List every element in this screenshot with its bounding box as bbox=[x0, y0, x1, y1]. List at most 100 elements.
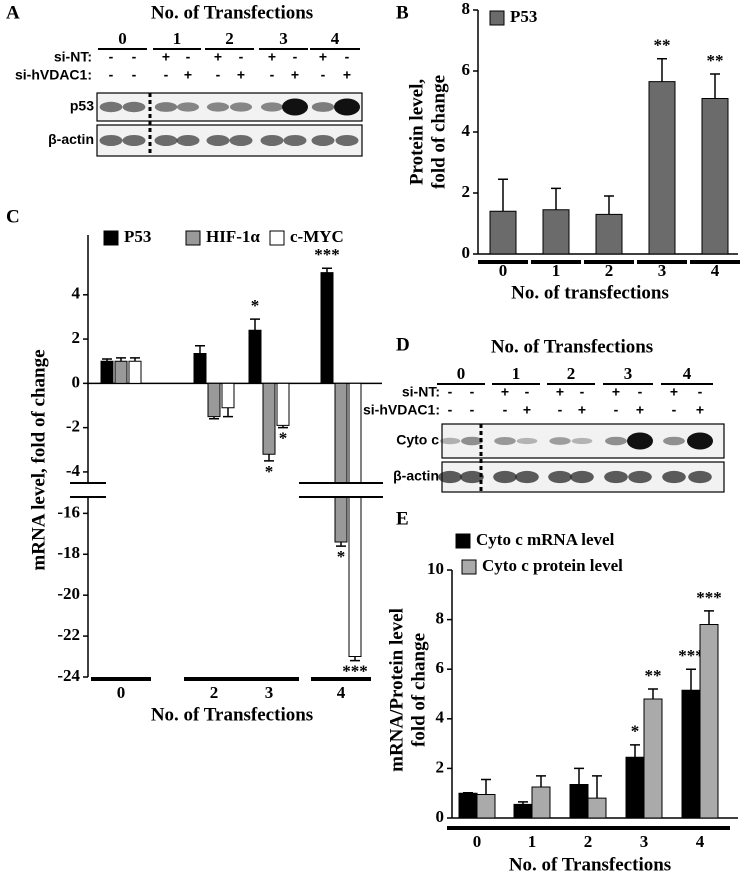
group-label: 3 bbox=[279, 29, 288, 48]
error-bar bbox=[209, 416, 219, 420]
significance: *** bbox=[696, 588, 722, 607]
significance: * bbox=[337, 547, 346, 566]
sign: - bbox=[638, 384, 643, 400]
bar bbox=[348, 382, 362, 658]
legend-label: P53 bbox=[124, 227, 151, 246]
band bbox=[282, 98, 308, 116]
panel-label: D bbox=[396, 334, 410, 355]
sign: + bbox=[237, 67, 245, 83]
sign: + bbox=[578, 402, 586, 418]
error-bar bbox=[116, 357, 126, 362]
significance: * bbox=[631, 722, 640, 741]
category-underline bbox=[311, 677, 371, 681]
error-bar bbox=[102, 358, 112, 362]
x-tick-label: 2 bbox=[605, 261, 614, 280]
x-axis-label: No. of transfections bbox=[511, 282, 669, 303]
category-underline bbox=[184, 677, 244, 681]
sign: - bbox=[470, 402, 475, 418]
bar bbox=[193, 352, 207, 384]
error-bar bbox=[322, 267, 332, 273]
significance: *** bbox=[314, 245, 340, 264]
bar-break bbox=[299, 485, 383, 495]
band bbox=[571, 437, 593, 445]
band bbox=[311, 102, 335, 112]
bar bbox=[681, 689, 701, 819]
blot-title: No. of Transfections bbox=[151, 2, 313, 23]
error-bar bbox=[498, 178, 508, 212]
bar bbox=[643, 698, 663, 819]
sign: - bbox=[558, 402, 563, 418]
band bbox=[99, 135, 123, 146]
row-label: si-hVDAC1: bbox=[363, 402, 440, 418]
sign: + bbox=[501, 384, 509, 400]
error-bar bbox=[551, 187, 561, 210]
sign: - bbox=[109, 49, 114, 65]
x-axis-label: No. of Transfections bbox=[509, 854, 671, 875]
y-tick-label: 0 bbox=[436, 807, 445, 826]
x-axis-label: No. of Transfections bbox=[151, 704, 313, 725]
significance: ** bbox=[654, 36, 671, 55]
sign: + bbox=[612, 384, 620, 400]
band bbox=[515, 470, 539, 484]
sign: - bbox=[321, 67, 326, 83]
x-tick-label: 4 bbox=[696, 832, 705, 851]
y-tick-label: 0 bbox=[72, 372, 81, 391]
bar bbox=[513, 803, 533, 819]
legend-swatch bbox=[455, 533, 471, 549]
bar bbox=[458, 792, 478, 819]
error-bar bbox=[574, 767, 584, 785]
x-tick-label: 0 bbox=[117, 683, 126, 702]
panel-label: A bbox=[6, 2, 20, 23]
blot-strip bbox=[441, 423, 725, 459]
band bbox=[283, 135, 307, 146]
category-underline bbox=[91, 677, 151, 681]
band bbox=[662, 470, 686, 484]
category-underline bbox=[670, 826, 730, 830]
sign: - bbox=[525, 384, 530, 400]
group-label: 1 bbox=[512, 364, 521, 383]
sign: + bbox=[636, 402, 644, 418]
bar bbox=[595, 213, 623, 255]
legend-swatch bbox=[489, 10, 505, 26]
panel-label: B bbox=[396, 2, 409, 23]
error-bar bbox=[710, 73, 720, 99]
legend-swatch bbox=[269, 230, 285, 246]
bar bbox=[207, 382, 221, 418]
band bbox=[334, 98, 360, 116]
y-tick-label: -16 bbox=[57, 502, 80, 521]
legend-swatch bbox=[103, 230, 119, 246]
y-tick-label: 2 bbox=[462, 182, 471, 201]
band bbox=[461, 436, 483, 446]
sign: - bbox=[698, 384, 703, 400]
sign: - bbox=[270, 67, 275, 83]
sign: - bbox=[186, 49, 191, 65]
significance: *** bbox=[342, 662, 368, 681]
error-bar bbox=[223, 407, 233, 418]
sign: - bbox=[580, 384, 585, 400]
sign: + bbox=[214, 49, 222, 65]
band bbox=[154, 135, 178, 146]
y-axis-label: fold of change bbox=[408, 633, 429, 747]
band bbox=[460, 470, 484, 484]
y-axis-label: mRNA level, fold of change bbox=[28, 349, 49, 570]
x-tick-label: 4 bbox=[711, 261, 720, 280]
category-underline bbox=[614, 826, 674, 830]
error-bar bbox=[536, 775, 546, 787]
sign: - bbox=[614, 402, 619, 418]
bar bbox=[476, 793, 496, 819]
category-underline bbox=[637, 260, 687, 264]
y-tick-label: 8 bbox=[462, 0, 471, 18]
row-label: si-NT: bbox=[54, 49, 92, 65]
bar bbox=[531, 786, 551, 819]
sign: + bbox=[268, 49, 276, 65]
band bbox=[663, 436, 685, 446]
category-underline bbox=[239, 677, 299, 681]
band bbox=[627, 432, 653, 450]
band bbox=[260, 102, 284, 112]
band-label: β-actin bbox=[48, 131, 94, 147]
bar bbox=[320, 272, 334, 384]
band bbox=[688, 470, 712, 484]
band bbox=[549, 437, 571, 445]
